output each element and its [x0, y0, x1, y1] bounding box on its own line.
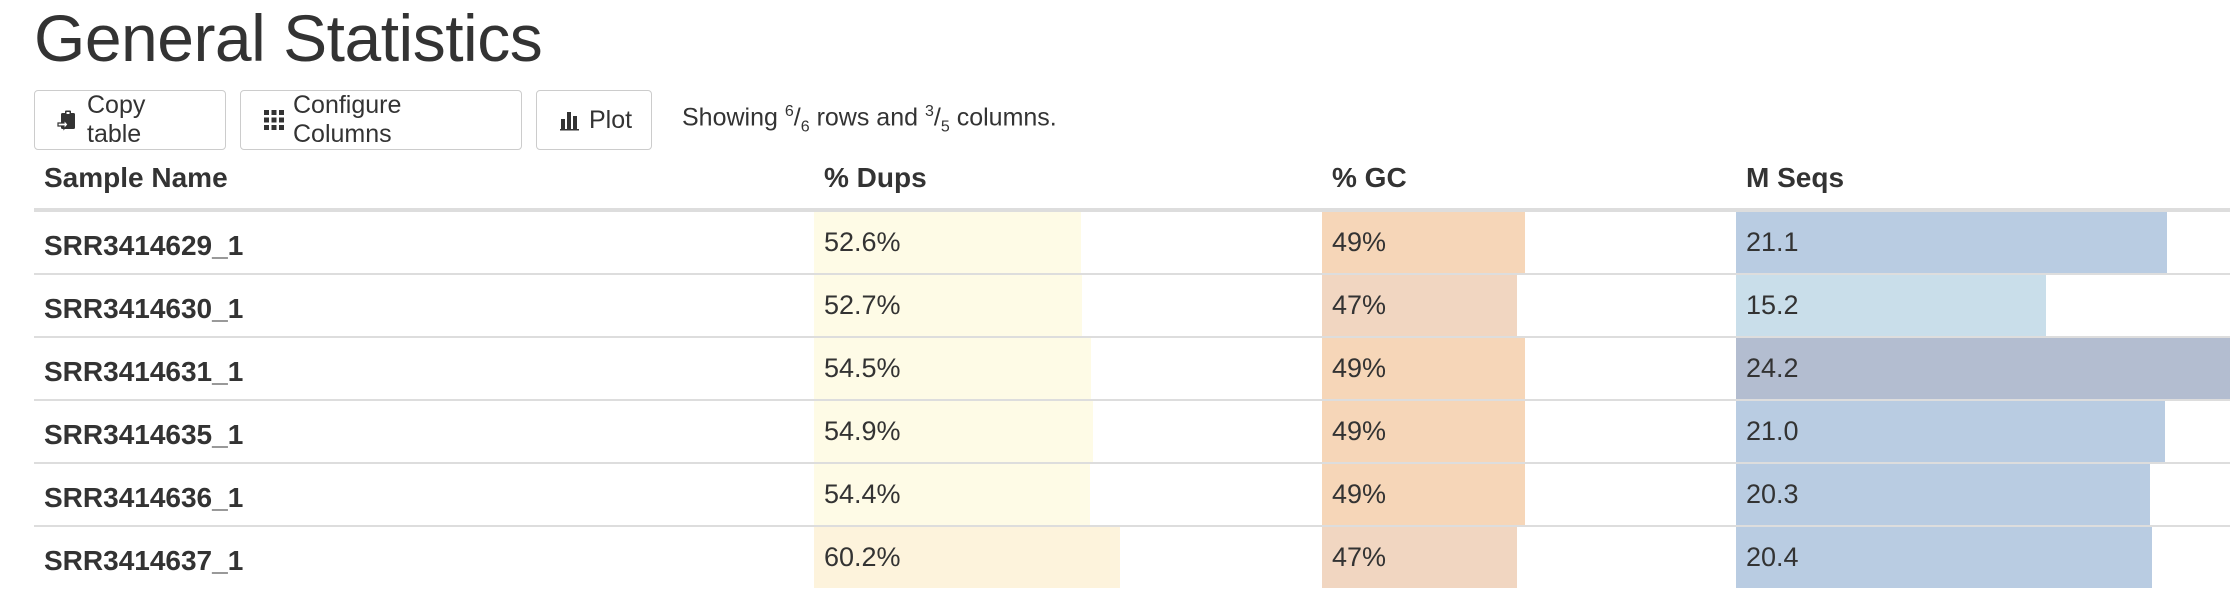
header-m-seqs[interactable]: M Seqs — [1746, 162, 1845, 193]
table-row: SRR3414637_1 60.2% 47% 20.4 — [34, 527, 2230, 588]
copy-table-label: Copy table — [87, 91, 146, 148]
seqs-bar — [1736, 401, 2165, 462]
seqs-cell: 20.3 — [1736, 464, 2230, 525]
cols-shown: 3 — [924, 103, 934, 121]
gc-value: 47% — [1332, 542, 1387, 572]
seqs-bar — [1736, 275, 2046, 336]
rows-total: 6 — [800, 118, 810, 136]
dups-value: 54.9% — [824, 416, 901, 446]
grid-icon — [263, 109, 285, 131]
header-dups[interactable]: % Dups — [824, 162, 927, 193]
table-row: SRR3414629_1 52.6% 49% 21.1 — [34, 212, 2230, 275]
gc-bar — [1322, 464, 1525, 525]
seqs-value: 24.2 — [1746, 353, 1799, 383]
header-sample-name[interactable]: Sample Name — [44, 162, 228, 193]
dups-bar — [814, 464, 1090, 525]
gc-value: 49% — [1332, 416, 1387, 446]
rows-shown: 6 — [784, 103, 794, 121]
gc-bar — [1322, 401, 1525, 462]
showing-prefix: Showing — [682, 103, 778, 132]
seqs-value: 15.2 — [1746, 290, 1799, 320]
sample-name-cell: SRR3414635_1 — [44, 419, 244, 450]
sample-name-cell: SRR3414631_1 — [44, 356, 244, 387]
gc-value: 49% — [1332, 353, 1387, 383]
dups-cell: 54.4% — [814, 464, 1322, 525]
rows-word: rows and — [816, 103, 919, 132]
gc-cell: 49% — [1322, 464, 1736, 525]
copy-table-button[interactable]: Copy table — [34, 90, 226, 150]
gc-bar — [1322, 527, 1517, 588]
plot-label: Plot — [589, 105, 633, 134]
dups-bar — [814, 527, 1120, 588]
dups-value: 52.6% — [824, 227, 901, 257]
bar-chart-icon — [559, 109, 581, 131]
cols-total: 5 — [940, 118, 950, 136]
configure-columns-label: Configure Columns — [293, 91, 402, 148]
dups-cell: 54.5% — [814, 338, 1322, 399]
table-body: SRR3414629_1 52.6% 49% 21.1 SRR3414630_1 52.7… — [34, 212, 2230, 588]
dups-bar — [814, 212, 1081, 273]
seqs-cell: 15.2 — [1736, 275, 2230, 336]
sample-name-cell: SRR3414630_1 — [44, 293, 244, 324]
table-toolbar: Copy table Configure Columns — [34, 90, 1057, 150]
sample-name-cell: SRR3414629_1 — [44, 230, 244, 261]
table-row: SRR3414630_1 52.7% 47% 15.2 — [34, 275, 2230, 338]
sample-name-cell: SRR3414637_1 — [44, 545, 244, 576]
seqs-cell: 21.0 — [1736, 401, 2230, 462]
dups-cell: 52.7% — [814, 275, 1322, 336]
gc-bar — [1322, 275, 1517, 336]
seqs-bar — [1736, 212, 2167, 273]
gc-cell: 49% — [1322, 401, 1736, 462]
showing-summary: Showing 6/6 rows and 3/5 columns. — [682, 103, 1057, 136]
gc-cell: 47% — [1322, 275, 1736, 336]
clipboard-icon — [57, 109, 79, 131]
table-row: SRR3414636_1 54.4% 49% 20.3 — [34, 464, 2230, 527]
seqs-value: 20.3 — [1746, 479, 1799, 509]
dups-value: 54.5% — [824, 353, 901, 383]
gc-bar — [1322, 212, 1525, 273]
seqs-cell: 21.1 — [1736, 212, 2230, 273]
gc-value: 49% — [1332, 227, 1387, 257]
dups-value: 52.7% — [824, 290, 901, 320]
seqs-bar — [1736, 464, 2150, 525]
seqs-bar — [1736, 338, 2230, 399]
seqs-value: 21.1 — [1746, 227, 1799, 257]
configure-columns-button[interactable]: Configure Columns — [240, 90, 522, 150]
plot-button[interactable]: Plot — [536, 90, 652, 150]
page-title: General Statistics — [34, 1, 543, 75]
seqs-bar — [1736, 527, 2152, 588]
gc-cell: 49% — [1322, 338, 1736, 399]
dups-bar — [814, 275, 1082, 336]
header-gc[interactable]: % GC — [1332, 162, 1407, 193]
seqs-value: 21.0 — [1746, 416, 1799, 446]
gc-cell: 47% — [1322, 527, 1736, 588]
general-stats-table: Sample Name % Dups % GC M Seqs SRR341462… — [34, 158, 2230, 588]
gc-value: 49% — [1332, 479, 1387, 509]
seqs-cell: 20.4 — [1736, 527, 2230, 588]
cols-word: columns. — [956, 103, 1057, 132]
sample-name-cell: SRR3414636_1 — [44, 482, 244, 513]
seqs-cell: 24.2 — [1736, 338, 2230, 399]
dups-cell: 54.9% — [814, 401, 1322, 462]
dups-value: 54.4% — [824, 479, 901, 509]
gc-value: 47% — [1332, 290, 1387, 320]
dups-value: 60.2% — [824, 542, 901, 572]
table-row: SRR3414631_1 54.5% 49% 24.2 — [34, 338, 2230, 401]
dups-cell: 52.6% — [814, 212, 1322, 273]
dups-bar — [814, 401, 1093, 462]
dups-bar — [814, 338, 1091, 399]
gc-bar — [1322, 338, 1525, 399]
table-header: Sample Name % Dups % GC M Seqs — [34, 158, 2230, 212]
gc-cell: 49% — [1322, 212, 1736, 273]
dups-cell: 60.2% — [814, 527, 1322, 588]
seqs-value: 20.4 — [1746, 542, 1799, 572]
table-row: SRR3414635_1 54.9% 49% 21.0 — [34, 401, 2230, 464]
